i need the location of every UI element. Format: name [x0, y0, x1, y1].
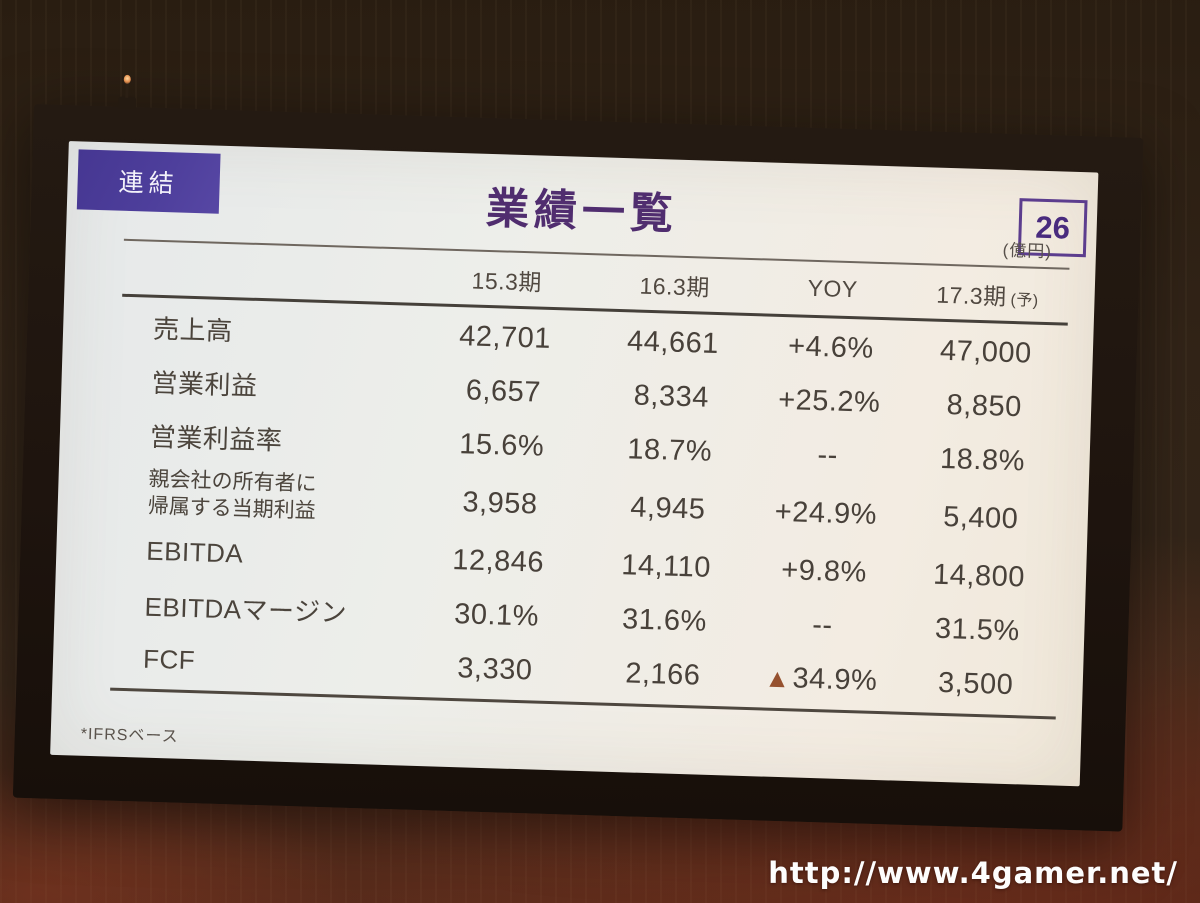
cell-value: 6,657 — [465, 373, 542, 409]
column-header-4: 17.3期 (予) — [935, 281, 1039, 310]
cell-value: 30.1% — [453, 597, 540, 633]
cell-value: +4.6% — [787, 329, 875, 365]
cell-value: 18.7% — [626, 432, 713, 468]
cell-value: 12,846 — [451, 543, 545, 579]
cell-value: 44,661 — [626, 324, 720, 360]
cell-value: 8,850 — [946, 388, 1023, 423]
antenna-indicator — [117, 74, 137, 110]
column-header-1: 15.3期 — [471, 266, 543, 296]
cell-value: ▲34.9% — [763, 661, 878, 697]
row-label: 営業利益 — [151, 367, 258, 401]
footnote: *IFRSベース — [80, 725, 179, 746]
header-spacer — [123, 267, 423, 276]
cell-value: 3,958 — [462, 485, 539, 521]
cell-value: 42,701 — [458, 319, 552, 355]
cell-value: 47,000 — [939, 334, 1033, 370]
cell-value: 2,166 — [624, 656, 701, 692]
watermark-url: http://www.4gamer.net/ — [768, 856, 1178, 890]
cell-value: 18.8% — [939, 442, 1026, 477]
slide: 連結 業績一覧 26 (億円) 15.3期 16.3期 YOY 17.3期 (予) 売上… — [50, 141, 1099, 787]
cell-value: -- — [811, 608, 834, 642]
row-label: EBITDAマージン — [144, 591, 348, 628]
cell-value: -- — [816, 438, 839, 472]
cell-value: 4,945 — [629, 490, 706, 526]
row-label: FCF — [142, 643, 196, 675]
column-header-3: YOY — [807, 274, 859, 303]
presentation-monitor: 連結 業績一覧 26 (億円) 15.3期 16.3期 YOY 17.3期 (予) 売上… — [12, 74, 1144, 832]
cell-value: 14,110 — [620, 548, 712, 584]
negative-triangle-icon: ▲ — [763, 662, 792, 693]
slide-title: 業績一覧 — [485, 184, 679, 239]
table-body: 売上高 42,701 44,661 +4.6% 47,000 営業利益 6,657 8,334… — [110, 296, 1068, 720]
cell-value: 14,800 — [932, 558, 1026, 593]
cell-value: +9.8% — [780, 553, 868, 589]
unit-label: (億円) — [1002, 240, 1053, 262]
row-label: 親会社の所有者に 帰属する当期利益 — [147, 467, 317, 523]
cell-value: 15.6% — [458, 427, 545, 463]
cell-value: +24.9% — [774, 495, 878, 531]
row-label: EBITDA — [145, 535, 244, 569]
row-label: 営業利益率 — [149, 421, 283, 456]
cell-value: 3,500 — [937, 666, 1014, 701]
cell-value: 31.5% — [934, 612, 1021, 647]
cell-value: +25.2% — [777, 383, 881, 419]
results-table: 15.3期 16.3期 YOY 17.3期 (予) 売上高 42,701 44,661 +4.… — [110, 238, 1070, 720]
cell-value: 8,334 — [633, 378, 710, 414]
antenna-light-icon — [123, 74, 131, 84]
cell-value: 5,400 — [942, 500, 1019, 535]
forecast-suffix: (予) — [1010, 291, 1039, 310]
cell-value: 31.6% — [621, 602, 708, 638]
column-header-2: 16.3期 — [639, 272, 711, 301]
cell-value: 3,330 — [456, 651, 533, 686]
row-label: 売上高 — [152, 313, 234, 346]
